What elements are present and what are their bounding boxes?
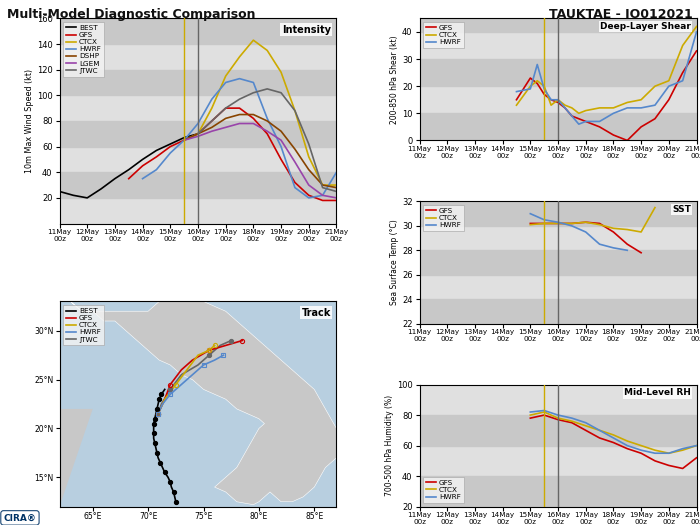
Legend: GFS, CTCX, HWRF: GFS, CTCX, HWRF [424,205,463,231]
Polygon shape [60,301,337,505]
Y-axis label: 700-500 hPa Humidity (%): 700-500 hPa Humidity (%) [385,395,394,496]
Text: Multi-Model Diagnostic Comparison: Multi-Model Diagnostic Comparison [7,8,256,21]
Legend: GFS, CTCX, HWRF: GFS, CTCX, HWRF [424,22,463,48]
Bar [419,202,696,226]
Bar [60,18,337,44]
Bar [419,113,696,141]
Legend: BEST, GFS, CTCX, HWRF, DSHP, LGEM, JTWC: BEST, GFS, CTCX, HWRF, DSHP, LGEM, JTWC [63,22,104,77]
Bar [419,59,696,86]
Text: CIRA®: CIRA® [4,513,36,522]
Y-axis label: 10m Max Wind Speed (kt): 10m Max Wind Speed (kt) [25,69,34,173]
Text: SST: SST [672,205,691,214]
Y-axis label: Sea Surface Temp (°C): Sea Surface Temp (°C) [390,219,399,306]
Text: Mid-Level RH: Mid-Level RH [624,388,691,397]
Polygon shape [60,409,92,507]
Bar [60,121,337,146]
Text: TAUKTAE - IO012021: TAUKTAE - IO012021 [550,8,693,21]
Legend: BEST, GFS, CTCX, HWRF, JTWC: BEST, GFS, CTCX, HWRF, JTWC [63,305,104,345]
Text: Intensity: Intensity [282,25,331,35]
Bar [60,70,337,96]
Text: Deep-Layer Shear: Deep-Layer Shear [600,22,691,31]
Y-axis label: 200-850 hPa Shear (kt): 200-850 hPa Shear (kt) [390,35,399,124]
Text: Track: Track [302,308,331,318]
Bar [419,415,696,446]
Bar [419,250,696,275]
Bar [419,476,696,507]
Bar [60,172,337,198]
Legend: GFS, CTCX, HWRF: GFS, CTCX, HWRF [424,477,463,503]
Bar [419,18,696,32]
Bar [419,299,696,323]
